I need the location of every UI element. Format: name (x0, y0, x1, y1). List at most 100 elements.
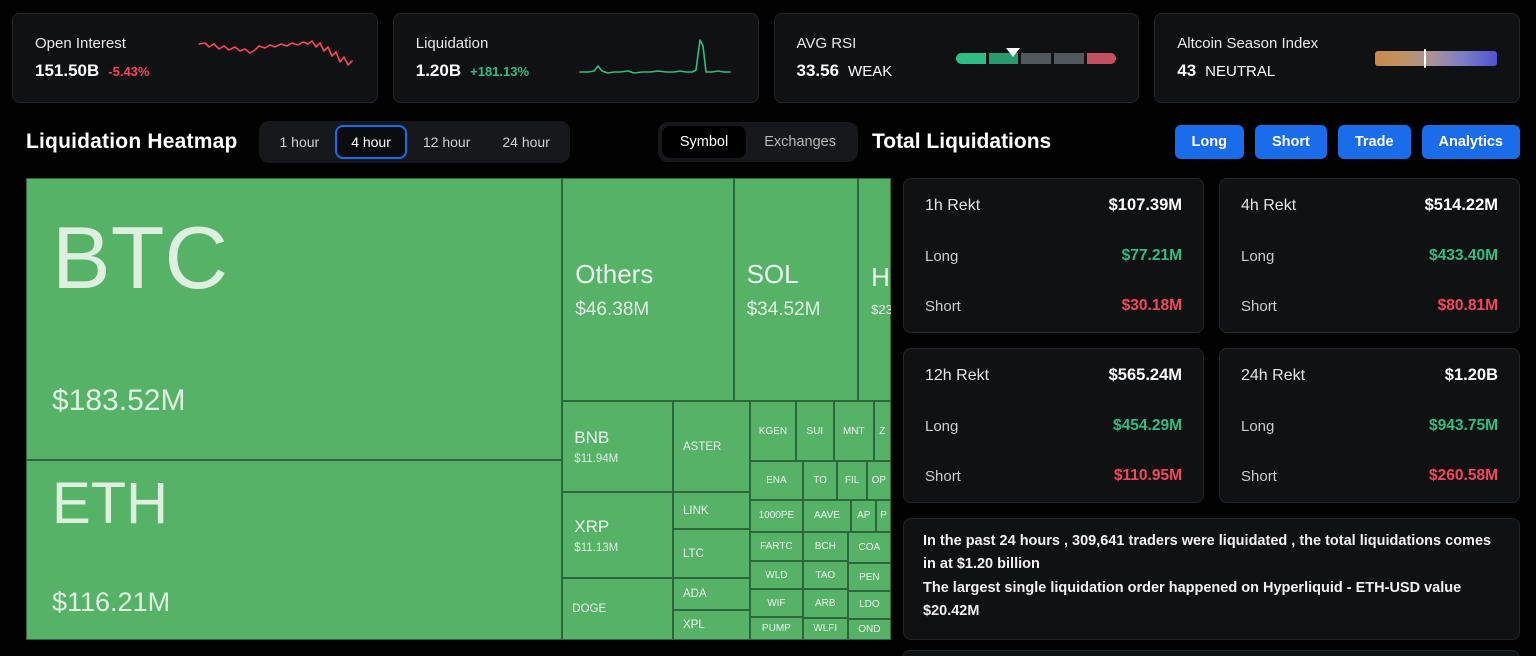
long-label: Long (925, 417, 959, 435)
tile-symbol: XRP (574, 516, 610, 536)
toolbar: Liquidation Heatmap 1 hour 4 hour 12 hou… (0, 120, 1536, 164)
treemap-tile-doge[interactable]: DOGE (562, 578, 674, 640)
treemap-tile-xpl[interactable]: XPL (673, 610, 750, 640)
rekt-total: $565.24M (1108, 366, 1182, 384)
treemap-tile-bch[interactable]: BCH (802, 531, 848, 562)
treemap-tile-h[interactable]: H $23 (858, 178, 891, 402)
short-label: Short (1241, 297, 1277, 315)
long-value: $433.40M (1429, 247, 1498, 264)
treemap-tile-ldo[interactable]: LDO (847, 591, 891, 619)
tile-symbol: WIF (767, 597, 786, 609)
liquidation-card[interactable]: Liquidation 1.20B +181.13% (392, 13, 759, 103)
short-label: Short (925, 467, 961, 485)
treemap-tile-mnt[interactable]: MNT (833, 401, 874, 462)
treemap-tile-kgen[interactable]: KGEN (750, 401, 796, 462)
treemap-tile-pump[interactable]: PUMP (750, 616, 803, 640)
treemap-tile-link[interactable]: LINK (673, 492, 750, 530)
view-exchanges[interactable]: Exchanges (746, 126, 854, 158)
avg-rsi-value: 33.56 (796, 61, 840, 80)
rsi-marker-icon (1005, 47, 1020, 57)
rekt-card-4h: 4h Rekt $514.22M Long $433.40M Short $80… (1219, 178, 1520, 333)
treemap-tile-z[interactable]: Z (873, 401, 891, 462)
rsi-gauge (956, 47, 1117, 65)
liquidation-summary: In the past 24 hours , 309,641 traders w… (903, 518, 1520, 640)
tile-value: $23 (871, 302, 891, 318)
tile-value: $46.38M (575, 298, 650, 320)
treemap-tile-wif[interactable]: WIF (750, 589, 803, 617)
tile-symbol: ENA (766, 475, 787, 487)
treemap-tile-wld[interactable]: WLD (750, 561, 803, 590)
treemap-tile-p[interactable]: P (876, 500, 891, 532)
timeframe-24-hour[interactable]: 24 hour (486, 125, 565, 159)
timeframe-4-hour[interactable]: 4 hour (335, 125, 407, 159)
tile-symbol: BTC (52, 208, 228, 307)
tile-symbol: H (871, 262, 890, 293)
treemap-tile-btc[interactable]: BTC $183.52M (26, 178, 563, 460)
trade-button[interactable]: Trade (1337, 125, 1411, 159)
tile-symbol: DOGE (572, 603, 607, 616)
tile-symbol: AP (857, 510, 871, 522)
summary-line-1: In the past 24 hours , 309,641 traders w… (923, 533, 1492, 573)
treemap-tile-tao[interactable]: TAO (802, 561, 848, 590)
treemap-tile-ap[interactable]: AP (851, 500, 877, 532)
stat-cards-row: Open Interest 151.50B -5.43% Liquidation… (0, 0, 1536, 103)
next-card-edge (902, 650, 1520, 656)
treemap-tile-sui[interactable]: SUI (795, 401, 834, 462)
timeframe-12-hour[interactable]: 12 hour (407, 125, 486, 159)
tile-symbol: MNT (842, 425, 865, 437)
treemap-tile-fil[interactable]: FIL (837, 461, 867, 500)
treemap-tile-pen[interactable]: PEN (847, 563, 891, 592)
avg-rsi-card[interactable]: AVG RSI 33.56 WEAK (773, 13, 1140, 103)
rsi-segment (988, 52, 1019, 64)
open-interest-card[interactable]: Open Interest 151.50B -5.43% (12, 13, 378, 103)
rekt-cards-grid: 1h Rekt $107.39M Long $77.21M Short $30.… (903, 178, 1520, 503)
analytics-button[interactable]: Analytics (1421, 125, 1520, 159)
liquidation-title: Liquidation (415, 35, 489, 52)
rsi-segment (956, 52, 986, 64)
rekt-card-12h: 12h Rekt $565.24M Long $454.29M Short $1… (903, 348, 1204, 503)
long-label: Long (1241, 247, 1275, 265)
rekt-period: 1h Rekt (925, 196, 981, 214)
timeframe-1-hour[interactable]: 1 hour (263, 125, 335, 159)
tile-symbol: SOL (746, 258, 799, 289)
avg-rsi-status: WEAK (848, 63, 893, 80)
treemap-tile-ada[interactable]: ADA (673, 578, 750, 611)
summary-line-2: The largest single liquidation order hap… (923, 579, 1462, 620)
total-liquidations-title: Total Liquidations (871, 130, 1052, 153)
tile-value: $116.21M (52, 586, 171, 617)
treemap-tile-others[interactable]: Others $46.38M (562, 178, 734, 402)
treemap-tile-sol[interactable]: SOL $34.52M (733, 178, 859, 402)
tile-symbol: 1000PE (758, 510, 795, 522)
treemap-tile-arb[interactable]: ARB (802, 589, 848, 618)
treemap-tile-aster[interactable]: ASTER (673, 401, 750, 493)
tile-symbol: LTC (683, 547, 704, 560)
view-toggle: Symbol Exchanges (657, 122, 858, 162)
treemap-tile-bnb[interactable]: BNB $11.94M (562, 401, 674, 493)
treemap-tile-fartc[interactable]: FARTC (750, 531, 803, 562)
treemap-tile-ond[interactable]: OND (847, 618, 891, 640)
treemap-tile-aave[interactable]: AAVE (802, 500, 852, 532)
tile-symbol: ETH (52, 470, 168, 536)
long-label: Long (1241, 417, 1275, 435)
treemap-tile-to[interactable]: TO (802, 461, 838, 500)
rekt-card-1h: 1h Rekt $107.39M Long $77.21M Short $30.… (903, 178, 1204, 333)
treemap-tile-xrp[interactable]: XRP $11.13M (562, 492, 674, 579)
long-button[interactable]: Long (1174, 125, 1244, 159)
treemap-tile-op[interactable]: OP (866, 461, 891, 500)
tile-symbol: LINK (683, 504, 709, 517)
treemap-tile-eth[interactable]: ETH $116.21M (26, 459, 563, 640)
treemap-tile-1000pe[interactable]: 1000PE (750, 500, 803, 532)
treemap-tile-ena[interactable]: ENA (750, 461, 803, 500)
view-symbol[interactable]: Symbol (661, 126, 747, 158)
treemap-tile-coa[interactable]: COA (847, 531, 891, 564)
liquidation-change: +181.13% (470, 64, 530, 79)
tile-symbol: PUMP (761, 622, 791, 634)
treemap-tile-ltc[interactable]: LTC (673, 529, 750, 579)
altcoin-season-card[interactable]: Altcoin Season Index 43 NEUTRAL (1154, 13, 1520, 103)
tile-symbol: ARB (814, 597, 836, 609)
short-button[interactable]: Short (1254, 125, 1327, 159)
treemap-tile-wlfi[interactable]: WLFI (802, 617, 848, 640)
tile-value: $34.52M (746, 298, 821, 320)
tile-value: $11.94M (574, 453, 619, 466)
